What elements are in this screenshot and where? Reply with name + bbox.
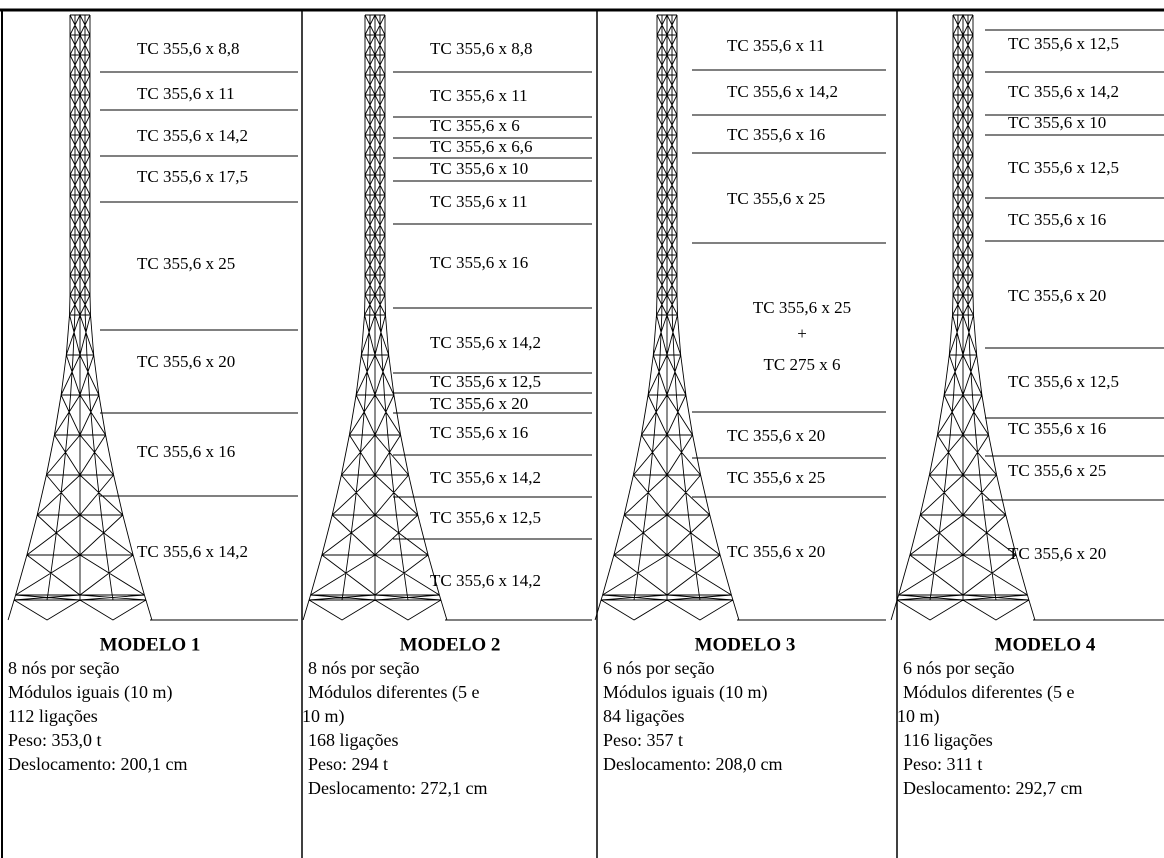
section-label: TC 355,6 x 20	[137, 352, 235, 371]
section-label: +	[797, 324, 807, 343]
section-label: TC 355,6 x 6,6	[430, 137, 532, 156]
section-label: TC 355,6 x 25	[727, 468, 825, 487]
model-title: MODELO 4	[995, 634, 1096, 655]
model-info: Peso: 353,0 t	[8, 730, 102, 750]
section-label: TC 355,6 x 14,2	[137, 126, 248, 145]
section-label: TC 355,6 x 11	[430, 192, 528, 211]
section-label: TC 355,6 x 16	[727, 125, 825, 144]
model-info: Módulos iguais (10 m)	[8, 682, 173, 703]
section-label: TC 355,6 x 20	[727, 426, 825, 445]
model-info: 8 nós por seção	[308, 658, 419, 678]
model-info: Peso: 357 t	[603, 730, 683, 750]
model-info: 6 nós por seção	[603, 658, 714, 678]
section-label: TC 355,6 x 14,2	[727, 82, 838, 101]
section-label: TC 355,6 x 14,2	[430, 571, 541, 590]
section-label: TC 355,6 x 12,5	[430, 508, 541, 527]
section-label: TC 355,6 x 16	[137, 442, 235, 461]
section-label: TC 355,6 x 25	[1008, 461, 1106, 480]
model-info: 10 m)	[302, 706, 345, 727]
model-info: 8 nós por seção	[8, 658, 119, 678]
tower-drawing	[302, 13, 448, 621]
tower-drawing	[7, 13, 153, 621]
model-title: MODELO 2	[400, 634, 501, 655]
model-info: 6 nós por seção	[903, 658, 1014, 678]
section-label: TC 355,6 x 25	[753, 298, 851, 317]
model-info: Deslocamento: 208,0 cm	[603, 754, 782, 774]
model-title: MODELO 1	[100, 634, 201, 655]
section-label: TC 355,6 x 14,2	[430, 468, 541, 487]
section-label: TC 355,6 x 10	[430, 159, 528, 178]
model-info: Módulos diferentes (5 e	[308, 682, 479, 703]
section-label: TC 355,6 x 17,5	[137, 167, 248, 186]
model-info: 168 ligações	[308, 730, 398, 750]
section-label: TC 355,6 x 8,8	[430, 39, 532, 58]
section-label: TC 355,6 x 20	[430, 394, 528, 413]
section-label: TC 355,6 x 20	[1008, 286, 1106, 305]
section-label: TC 355,6 x 14,2	[1008, 82, 1119, 101]
section-label: TC 355,6 x 20	[1008, 544, 1106, 563]
section-label: TC 355,6 x 12,5	[1008, 372, 1119, 391]
section-label: TC 355,6 x 12,5	[1008, 34, 1119, 53]
section-label: TC 355,6 x 11	[137, 84, 235, 103]
tower-drawing	[594, 13, 740, 621]
section-label: TC 355,6 x 6	[430, 116, 520, 135]
model-info: Deslocamento: 272,1 cm	[308, 778, 487, 798]
model-info: Módulos iguais (10 m)	[603, 682, 768, 703]
section-label: TC 355,6 x 25	[137, 254, 235, 273]
section-label: TC 355,6 x 25	[727, 189, 825, 208]
model-info: Deslocamento: 292,7 cm	[903, 778, 1082, 798]
model-info: 112 ligações	[8, 706, 98, 726]
section-label: TC 275 x 6	[764, 355, 841, 374]
section-label: TC 355,6 x 20	[727, 542, 825, 561]
model-info: 10 m)	[897, 706, 940, 727]
section-label: TC 355,6 x 16	[430, 253, 528, 272]
section-label: TC 355,6 x 16	[430, 423, 528, 442]
model-info: Peso: 311 t	[903, 754, 982, 774]
section-label: TC 355,6 x 14,2	[137, 542, 248, 561]
section-label: TC 355,6 x 12,5	[430, 372, 541, 391]
model-info: 84 ligações	[603, 706, 684, 726]
tower-drawing	[890, 13, 1036, 621]
section-label: TC 355,6 x 11	[430, 86, 528, 105]
section-label: TC 355,6 x 14,2	[430, 333, 541, 352]
model-info: Peso: 294 t	[308, 754, 388, 774]
model-info: Deslocamento: 200,1 cm	[8, 754, 187, 774]
section-label: TC 355,6 x 12,5	[1008, 158, 1119, 177]
section-label: TC 355,6 x 16	[1008, 210, 1106, 229]
section-label: TC 355,6 x 16	[1008, 419, 1106, 438]
section-label: TC 355,6 x 10	[1008, 113, 1106, 132]
model-title: MODELO 3	[695, 634, 796, 655]
model-info: Módulos diferentes (5 e	[903, 682, 1074, 703]
section-label: TC 355,6 x 8,8	[137, 39, 239, 58]
section-label: TC 355,6 x 11	[727, 36, 825, 55]
model-info: 116 ligações	[903, 730, 993, 750]
